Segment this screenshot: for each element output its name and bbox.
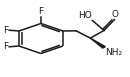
Text: HO: HO (78, 11, 92, 20)
Text: F: F (3, 42, 8, 51)
Text: O: O (112, 10, 119, 19)
Text: F: F (38, 7, 44, 16)
Polygon shape (90, 38, 105, 48)
Text: NH₂: NH₂ (105, 48, 122, 57)
Text: F: F (3, 26, 8, 35)
